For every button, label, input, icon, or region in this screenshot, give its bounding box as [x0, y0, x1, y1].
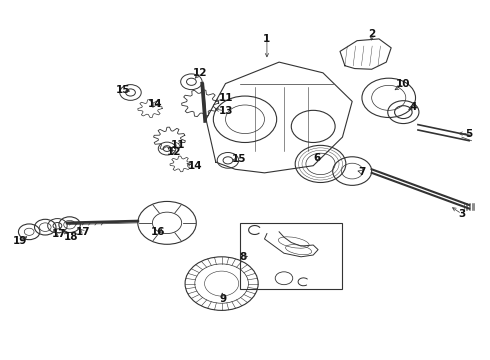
Text: 2: 2 — [368, 28, 375, 39]
Text: 10: 10 — [396, 79, 411, 89]
Bar — [240, 223, 343, 289]
Text: 3: 3 — [458, 209, 466, 219]
Text: 9: 9 — [220, 294, 227, 303]
Text: 15: 15 — [116, 85, 130, 95]
Text: 19: 19 — [13, 237, 27, 247]
Text: 16: 16 — [151, 227, 166, 237]
Text: 5: 5 — [466, 129, 473, 139]
Text: 7: 7 — [358, 167, 366, 177]
Text: 12: 12 — [167, 147, 182, 157]
Text: 6: 6 — [314, 153, 321, 163]
Text: 15: 15 — [232, 154, 246, 164]
Text: 18: 18 — [63, 232, 78, 242]
Text: 11: 11 — [219, 93, 234, 103]
Text: 17: 17 — [51, 229, 66, 239]
Text: 12: 12 — [193, 68, 207, 78]
Text: 17: 17 — [76, 227, 91, 237]
Text: 13: 13 — [219, 106, 234, 116]
Text: 4: 4 — [410, 102, 417, 112]
Text: 14: 14 — [188, 161, 203, 171]
Text: 8: 8 — [239, 252, 246, 262]
Text: 11: 11 — [171, 140, 185, 150]
Text: 14: 14 — [147, 99, 162, 109]
Text: 1: 1 — [263, 34, 270, 44]
